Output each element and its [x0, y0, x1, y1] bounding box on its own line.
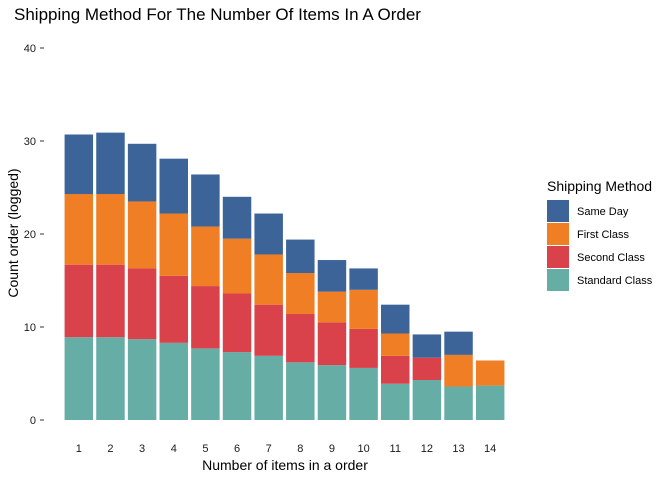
legend-swatch-first-class — [547, 223, 569, 245]
y-axis: 0 10 20 30 40 — [24, 43, 44, 427]
bar-first-class-13 — [444, 354, 473, 387]
y-tick-label: 0 — [30, 415, 36, 427]
chart-title: Shipping Method For The Number Of Items … — [14, 5, 421, 24]
bar-same-day-6 — [222, 196, 252, 239]
x-tick-label: 6 — [234, 443, 240, 455]
bar-same-day-9 — [317, 260, 347, 292]
bar-first-class-2 — [96, 194, 125, 265]
bar-first-class-1 — [64, 194, 94, 265]
bar-second-class-9 — [317, 322, 347, 366]
bar-same-day-13 — [444, 331, 473, 355]
bar-second-class-10 — [349, 328, 378, 368]
bar-second-class-1 — [64, 264, 94, 338]
y-axis-title: Count order (logged) — [5, 168, 21, 297]
legend-swatch-standard-class — [547, 269, 569, 291]
bar-same-day-12 — [412, 334, 442, 358]
bar-same-day-1 — [64, 134, 94, 195]
bar-standard-class-9 — [317, 365, 347, 420]
x-tick-label: 8 — [297, 443, 303, 455]
x-tick-label: 12 — [421, 443, 433, 455]
legend-label-same-day: Same Day — [577, 206, 629, 218]
bar-same-day-8 — [286, 239, 315, 274]
x-tick-label: 1 — [76, 443, 82, 455]
bar-standard-class-1 — [64, 337, 94, 420]
x-axis-title: Number of items in a order — [202, 457, 368, 473]
y-tick-label: 40 — [24, 43, 36, 55]
x-tick-label: 14 — [484, 443, 496, 455]
bar-second-class-11 — [381, 355, 410, 384]
bar-first-class-5 — [191, 226, 220, 287]
x-tick-label: 3 — [139, 443, 145, 455]
bar-standard-class-12 — [412, 380, 442, 420]
bar-second-class-7 — [254, 304, 283, 356]
bar-standard-class-10 — [349, 367, 378, 420]
bar-standard-class-4 — [159, 342, 188, 420]
bar-same-day-11 — [381, 304, 410, 334]
bar-first-class-14 — [475, 360, 505, 386]
y-tick-label: 30 — [24, 136, 36, 148]
bar-first-class-10 — [349, 289, 378, 329]
bar-first-class-8 — [286, 273, 315, 314]
legend-title: Shipping Method — [547, 178, 652, 194]
bar-first-class-11 — [381, 333, 410, 356]
x-tick-label: 11 — [390, 443, 401, 455]
bar-second-class-3 — [127, 268, 157, 340]
y-tick-label: 20 — [24, 229, 36, 241]
bar-first-class-7 — [254, 254, 283, 305]
x-tick-label: 5 — [202, 443, 208, 455]
bar-standard-class-5 — [191, 348, 220, 420]
bar-second-class-12 — [412, 357, 442, 381]
bar-second-class-6 — [222, 293, 252, 353]
bar-same-day-4 — [159, 158, 188, 214]
legend-label-second-class: Second Class — [577, 252, 645, 264]
bar-second-class-8 — [286, 313, 315, 363]
bar-second-class-5 — [191, 286, 220, 349]
bar-standard-class-14 — [475, 385, 505, 420]
legend-label-first-class: First Class — [577, 229, 629, 241]
bar-same-day-10 — [349, 268, 378, 290]
bar-same-day-3 — [127, 143, 157, 202]
bar-standard-class-2 — [96, 337, 125, 420]
legend-swatch-same-day — [547, 200, 569, 222]
bar-second-class-2 — [96, 264, 125, 338]
bar-first-class-4 — [159, 213, 188, 276]
x-axis: 1 2 3 4 5 6 7 8 9 10 11 12 13 14 — [76, 443, 497, 455]
x-tick-label: 13 — [452, 443, 464, 455]
bar-standard-class-7 — [254, 355, 283, 420]
bar-first-class-6 — [222, 238, 252, 294]
bar-second-class-4 — [159, 275, 188, 343]
legend-swatch-second-class — [547, 246, 569, 268]
bars — [64, 132, 505, 420]
x-tick-label: 2 — [107, 443, 113, 455]
legend-label-standard-class: Standard Class — [577, 275, 653, 287]
bar-standard-class-6 — [222, 352, 252, 420]
x-tick-label: 10 — [357, 443, 369, 455]
bar-same-day-2 — [96, 132, 125, 195]
x-tick-label: 4 — [171, 443, 177, 455]
bar-standard-class-8 — [286, 362, 315, 420]
bar-first-class-9 — [317, 291, 347, 323]
bar-same-day-7 — [254, 213, 283, 255]
bar-standard-class-13 — [444, 386, 473, 420]
x-tick-label: 7 — [266, 443, 272, 455]
legend: Shipping Method Same Day First Class Secon… — [547, 178, 653, 291]
bar-same-day-5 — [191, 174, 220, 227]
bar-standard-class-11 — [381, 383, 410, 420]
bar-standard-class-3 — [127, 339, 157, 420]
x-tick-label: 9 — [329, 443, 335, 455]
y-tick-label: 10 — [24, 322, 36, 334]
bar-first-class-3 — [127, 201, 157, 269]
